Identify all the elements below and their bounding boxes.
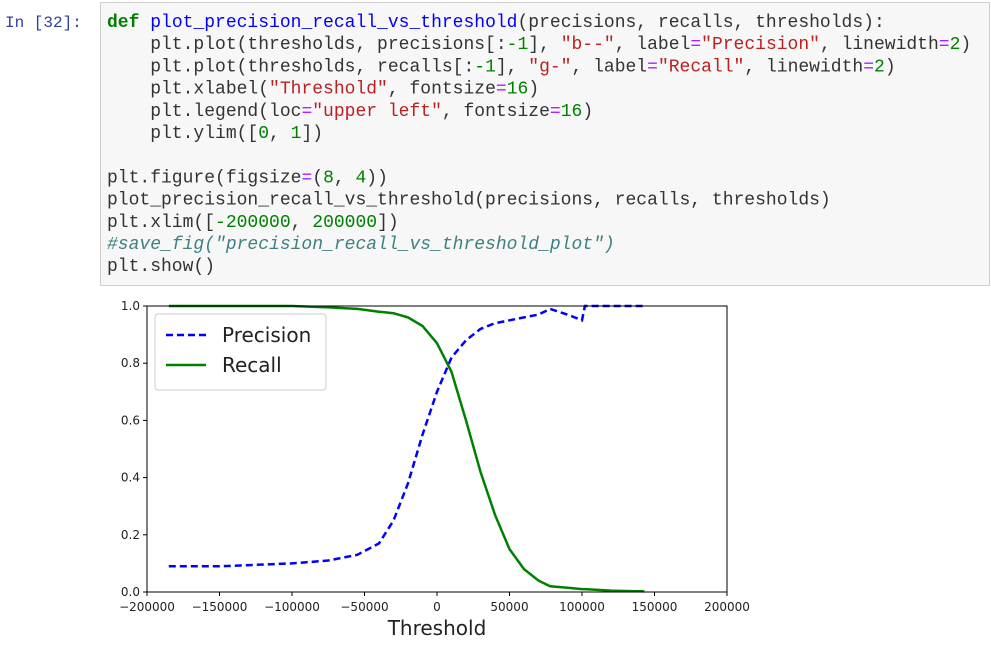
code-token: ) <box>582 102 593 122</box>
code-token: , label <box>572 57 648 77</box>
code-token: ], <box>496 57 528 77</box>
x-axis-label: Threshold <box>387 616 487 640</box>
code-token: "g-" <box>528 57 571 77</box>
x-tick-label: 0 <box>433 600 441 614</box>
code-token: ], <box>528 35 560 55</box>
code-token: , linewidth <box>744 57 863 77</box>
legend-box <box>154 313 327 391</box>
code-token: , label <box>615 35 691 55</box>
code-line: def plot_precision_recall_vs_threshold(p… <box>107 13 885 33</box>
code-token: ]) <box>301 124 323 144</box>
code-token: 2 <box>950 35 961 55</box>
code-token: "Precision" <box>701 35 820 55</box>
code-token: , <box>334 168 356 188</box>
y-tick-label: 0.4 <box>121 471 140 485</box>
code-token: plot_precision_recall_vs_threshold(preci… <box>107 191 831 211</box>
code-token <box>139 13 150 33</box>
code-token: = <box>550 102 561 122</box>
code-token: = <box>496 80 507 100</box>
y-tick-label: 1.0 <box>121 299 140 313</box>
series-line <box>168 304 645 593</box>
code-token: plt.figure(figsize <box>107 168 301 188</box>
code-line: plot_precision_recall_vs_threshold(preci… <box>107 191 831 211</box>
code-token: plt.xlabel( <box>107 80 269 100</box>
code-line: plt.plot(thresholds, precisions[:-1], "b… <box>107 35 971 55</box>
code-token: = <box>647 57 658 77</box>
code-token: ) <box>528 80 539 100</box>
code-token: plot_precision_recall_vs_threshold <box>150 13 517 33</box>
code-token: ) <box>885 57 896 77</box>
x-tick-label: 50000 <box>490 600 528 614</box>
code-token: 1 <box>291 124 302 144</box>
code-token: plt.plot(thresholds, precisions[: <box>107 35 507 55</box>
code-token: 16 <box>561 102 583 122</box>
code-token: "b--" <box>561 35 615 55</box>
code-token: "Threshold" <box>269 80 388 100</box>
code-cell[interactable] <box>100 2 990 286</box>
code-token: def <box>107 13 139 33</box>
code-line: plt.plot(thresholds, recalls[:-1], "g-",… <box>107 57 896 77</box>
code-token: plt.plot(thresholds, recalls[: <box>107 57 474 77</box>
code-line: plt.ylim([0, 1]) <box>107 124 323 144</box>
code-line: plt.legend(loc="upper left", fontsize=16… <box>107 102 593 122</box>
code-token: , <box>291 213 313 233</box>
code-token: -1 <box>507 35 529 55</box>
y-tick-label: 0.2 <box>121 528 140 542</box>
code-token: 16 <box>507 80 529 100</box>
code-token: , <box>269 124 291 144</box>
code-token: -200000 <box>215 213 291 233</box>
plot-frame <box>146 305 728 593</box>
code-token: "Recall" <box>658 57 744 77</box>
code-token: = <box>690 35 701 55</box>
code-line: plt.xlabel("Threshold", fontsize=16) <box>107 80 539 100</box>
code-token: = <box>863 57 874 77</box>
x-tick-label: 100000 <box>559 600 605 614</box>
code-token: 4 <box>355 168 366 188</box>
code-token: plt.ylim([ <box>107 124 258 144</box>
code-token: 0 <box>258 124 269 144</box>
x-tick-label: −100000 <box>264 600 320 614</box>
x-tick-label: 200000 <box>704 600 750 614</box>
code-token: plt.xlim([ <box>107 213 215 233</box>
code-token: 2 <box>874 57 885 77</box>
y-tick-label: 0.6 <box>121 413 140 427</box>
y-tick-label: 0.8 <box>121 356 140 370</box>
code-token: (precisions, recalls, thresholds): <box>517 13 884 33</box>
code-token: = <box>301 102 312 122</box>
x-tick-label: −150000 <box>192 600 248 614</box>
prompt: In [32]: <box>5 14 82 32</box>
code-token: ( <box>312 168 323 188</box>
code-token: = <box>301 168 312 188</box>
legend-label: Precision <box>222 323 311 347</box>
code-line: plt.xlim([-200000, 200000]) <box>107 213 399 233</box>
legend-label: Recall <box>222 353 282 377</box>
code-token: , linewidth <box>820 35 939 55</box>
series-line <box>168 304 645 568</box>
y-tick-label: 0.0 <box>121 585 140 599</box>
x-tick-label: 150000 <box>632 600 678 614</box>
code-token: ) <box>960 35 971 55</box>
code-line: plt.figure(figsize=(8, 4)) <box>107 168 388 188</box>
code-token: , fontsize <box>442 102 550 122</box>
code-token: 200000 <box>312 213 377 233</box>
x-tick-label: −200000 <box>119 600 175 614</box>
code-token: )) <box>366 168 388 188</box>
code-token: -1 <box>474 57 496 77</box>
code-token: , fontsize <box>388 80 496 100</box>
code-token: ]) <box>377 213 399 233</box>
code-line: plt.show() <box>107 257 215 277</box>
x-tick-label: −50000 <box>340 600 388 614</box>
code-line: #save_fig("precision_recall_vs_threshold… <box>107 235 615 255</box>
code-token: 8 <box>323 168 334 188</box>
code-token: #save_fig("precision_recall_vs_threshold… <box>107 235 615 255</box>
code-token: = <box>939 35 950 55</box>
code-token: plt.legend(loc <box>107 102 301 122</box>
code-token: "upper left" <box>312 102 442 122</box>
code-token: plt.show() <box>107 257 215 277</box>
